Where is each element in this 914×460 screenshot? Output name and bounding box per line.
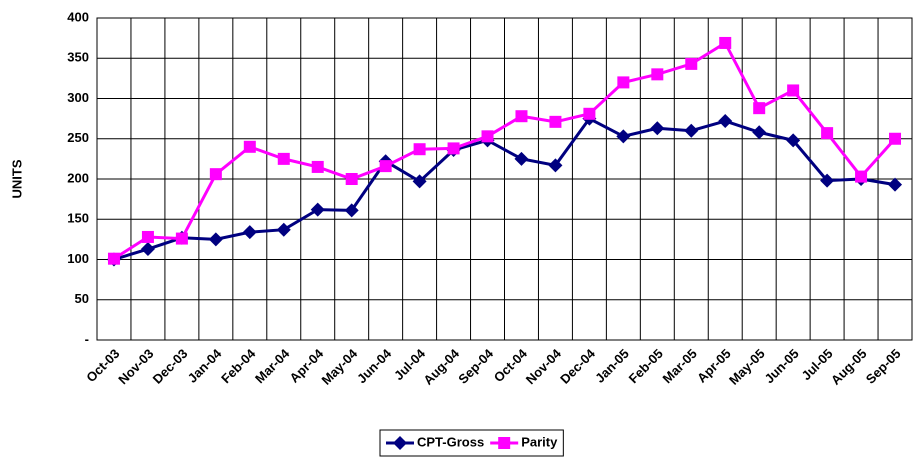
plot-border: [96, 17, 913, 341]
y-tick-label: 200: [67, 170, 89, 185]
marker: [208, 232, 223, 247]
marker: [650, 121, 665, 136]
y-tick-label: 350: [67, 50, 89, 65]
x-tick-label: Dec-03: [150, 346, 191, 387]
marker: [310, 202, 325, 217]
marker: [141, 230, 154, 243]
y-tick-label: 300: [67, 90, 89, 105]
marker: [719, 36, 732, 49]
y-tick-label: 250: [67, 130, 89, 145]
x-tick-label: Jan-05: [592, 346, 632, 386]
marker: [855, 170, 868, 183]
marker: [583, 107, 596, 120]
marker: [616, 129, 631, 144]
x-tick-label: Sep-04: [455, 345, 496, 386]
y-tick-label: -: [85, 331, 89, 346]
y-axis-label: UNITS: [9, 159, 24, 198]
y-tick-label: 50: [75, 291, 89, 306]
marker: [481, 130, 494, 143]
marker: [549, 115, 562, 128]
marker: [888, 177, 903, 192]
marker: [651, 68, 664, 81]
x-tick-label: Jan-04: [185, 345, 225, 385]
marker: [515, 110, 528, 123]
marker: [617, 76, 630, 89]
x-tick-label: Mar-05: [660, 346, 700, 386]
x-tick-label: Jun-04: [354, 345, 395, 386]
marker: [243, 140, 256, 153]
marker: [277, 152, 290, 165]
x-tick-label: Aug-05: [828, 346, 870, 388]
legend-marker: [393, 436, 407, 450]
marker: [685, 57, 698, 70]
marker: [344, 203, 359, 218]
y-tick-label: 100: [67, 251, 89, 266]
marker: [787, 84, 800, 97]
marker: [753, 102, 766, 115]
x-tick-label: Feb-04: [218, 345, 259, 386]
y-tick-label: 400: [67, 9, 89, 24]
marker: [718, 114, 733, 129]
x-tick-label: May-04: [318, 345, 360, 387]
marker: [345, 173, 358, 185]
legend-marker: [498, 437, 511, 449]
legend-label: Parity: [521, 434, 558, 449]
x-tick-label: Feb-05: [626, 346, 666, 386]
marker: [107, 252, 120, 265]
marker: [447, 142, 460, 155]
marker: [140, 242, 155, 257]
marker: [786, 133, 801, 148]
marker: [311, 160, 324, 173]
x-tick-label: Sep-05: [863, 346, 904, 387]
x-tick-label: Dec-04: [557, 345, 598, 386]
marker: [821, 127, 834, 140]
marker: [684, 123, 699, 138]
marker: [276, 222, 291, 237]
marker: [548, 158, 563, 173]
legend: CPT-Gross Parity: [379, 429, 564, 457]
marker: [752, 125, 767, 140]
marker: [209, 168, 222, 181]
marker: [379, 160, 392, 173]
marker: [242, 225, 257, 240]
marker: [820, 173, 835, 188]
marker: [889, 132, 902, 145]
x-tick-label: Nov-04: [523, 345, 565, 387]
x-tick-label: Jun-05: [761, 346, 801, 386]
x-tick-label: Aug-04: [420, 345, 462, 387]
y-tick-label: 150: [67, 211, 89, 226]
legend-label: CPT-Gross: [417, 434, 484, 449]
x-tick-label: May-05: [726, 346, 768, 388]
marker: [175, 232, 188, 245]
x-tick-label: Nov-03: [115, 346, 156, 387]
marker: [514, 151, 529, 166]
marker: [413, 143, 426, 156]
x-tick-label: Mar-04: [252, 345, 293, 386]
marker: [412, 174, 427, 189]
